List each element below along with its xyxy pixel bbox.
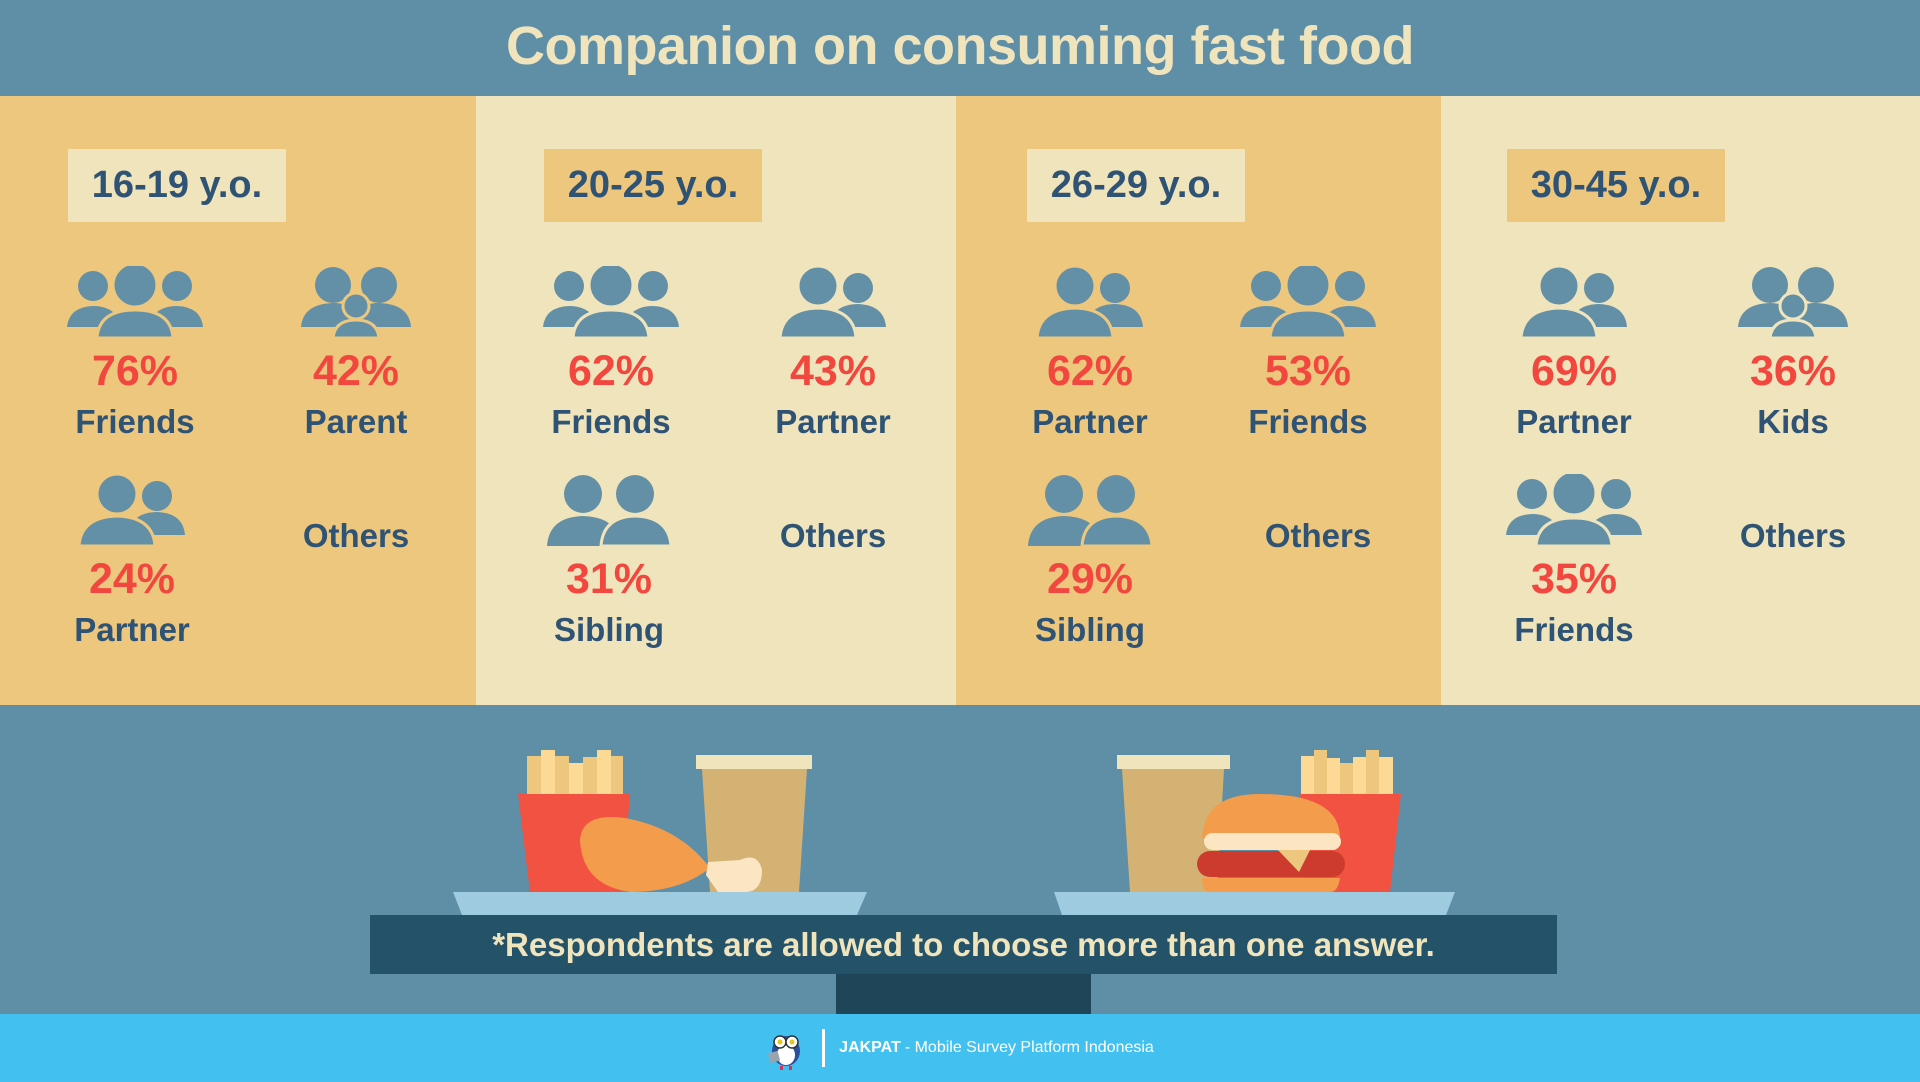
stat-item: 43% Partner [743, 262, 923, 438]
tray-right [1054, 892, 1455, 915]
companion-label: Partner [775, 403, 891, 440]
companion-label: Sibling [554, 611, 664, 648]
percent-value: 42% [312, 347, 400, 395]
percent-value: 62% [567, 347, 655, 395]
family-icon [301, 262, 411, 338]
panel-16-19: 16-19 y.o. 76% Friends 42% Parent 24% Pa… [0, 96, 476, 705]
age-badge: 30-45 y.o. [1507, 149, 1725, 222]
others-label: Others [1739, 517, 1847, 554]
stat-item: 42% Parent [266, 262, 446, 438]
tray-left [453, 892, 867, 915]
companion-label: Partner [1032, 403, 1148, 440]
others-label: Others [1264, 517, 1372, 554]
percent-value: 62% [1046, 347, 1134, 395]
percent-value: 31% [565, 555, 653, 603]
age-badge: 20-25 y.o. [544, 149, 762, 222]
group-three-icon [543, 262, 679, 338]
siblings-icon [1028, 470, 1152, 546]
couple-icon [1037, 262, 1143, 338]
group-three-icon [67, 262, 203, 338]
footer-bar: JAKPAT - Mobile Survey Platform Indonesi… [0, 1014, 1920, 1082]
stat-item: 24% Partner [42, 470, 222, 646]
group-three-icon [1506, 470, 1642, 546]
age-panels: 16-19 y.o. 76% Friends 42% Parent 24% Pa… [0, 96, 1920, 705]
stat-item: 29% Sibling [1000, 470, 1180, 646]
companion-label: Kids [1757, 403, 1829, 440]
panel-30-45: 30-45 y.o. 69% Partner 36% Kids 35% Frie… [1441, 96, 1920, 705]
panel-26-29: 26-29 y.o. 62% Partner 53% Friends 29% S… [956, 96, 1441, 705]
companion-label: Friends [1248, 403, 1368, 440]
couple-icon [79, 470, 185, 546]
owl-logo-icon [768, 1035, 801, 1070]
others-label: Others [779, 517, 887, 554]
footer-divider [822, 1029, 826, 1067]
stat-item: 31% Sibling [519, 470, 699, 646]
page-title: Companion on consuming fast food [506, 16, 1414, 76]
footer-tagline: - Mobile Survey Platform Indonesia [904, 1039, 1154, 1056]
stat-item: 69% Partner [1484, 262, 1664, 438]
header-bar: Companion on consuming fast food [0, 0, 1920, 96]
family-icon [1738, 262, 1848, 338]
companion-label: Friends [75, 403, 195, 440]
couple-icon [1521, 262, 1627, 338]
companion-label: Friends [1514, 611, 1634, 648]
stat-item: 76% Friends [45, 262, 225, 438]
age-badge: 26-29 y.o. [1027, 149, 1245, 222]
percent-value: 43% [789, 347, 877, 395]
stat-item: 36% Kids [1703, 262, 1883, 438]
chicken-drumstick-icon [580, 816, 762, 892]
percent-value: 29% [1046, 555, 1134, 603]
fast-food-illustration [453, 750, 1455, 915]
stat-item: 53% Friends [1218, 262, 1398, 438]
percent-value: 35% [1530, 555, 1618, 603]
companion-label: Sibling [1035, 611, 1145, 648]
companion-label: Partner [1516, 403, 1632, 440]
percent-value: 69% [1530, 347, 1618, 395]
percent-value: 76% [91, 347, 179, 395]
banner-stand [836, 974, 1091, 1014]
burger-icon [1197, 794, 1345, 892]
siblings-icon [547, 470, 671, 546]
stat-item: 62% Friends [521, 262, 701, 438]
footnote-banner: *Respondents are allowed to choose more … [370, 915, 1557, 974]
couple-icon [780, 262, 886, 338]
footer-brand: JAKPAT [839, 1039, 901, 1056]
stat-item: 35% Friends [1484, 470, 1664, 646]
panel-20-25: 20-25 y.o. 62% Friends 43% Partner 31% S… [476, 96, 956, 705]
percent-value: 53% [1264, 347, 1352, 395]
percent-value: 36% [1749, 347, 1837, 395]
companion-label: Friends [551, 403, 671, 440]
companion-label: Parent [304, 403, 408, 440]
percent-value: 24% [88, 555, 176, 603]
others-label: Others [302, 517, 410, 554]
age-badge: 16-19 y.o. [68, 149, 286, 222]
companion-label: Partner [74, 611, 190, 648]
group-three-icon [1240, 262, 1376, 338]
stat-item: 62% Partner [1000, 262, 1180, 438]
